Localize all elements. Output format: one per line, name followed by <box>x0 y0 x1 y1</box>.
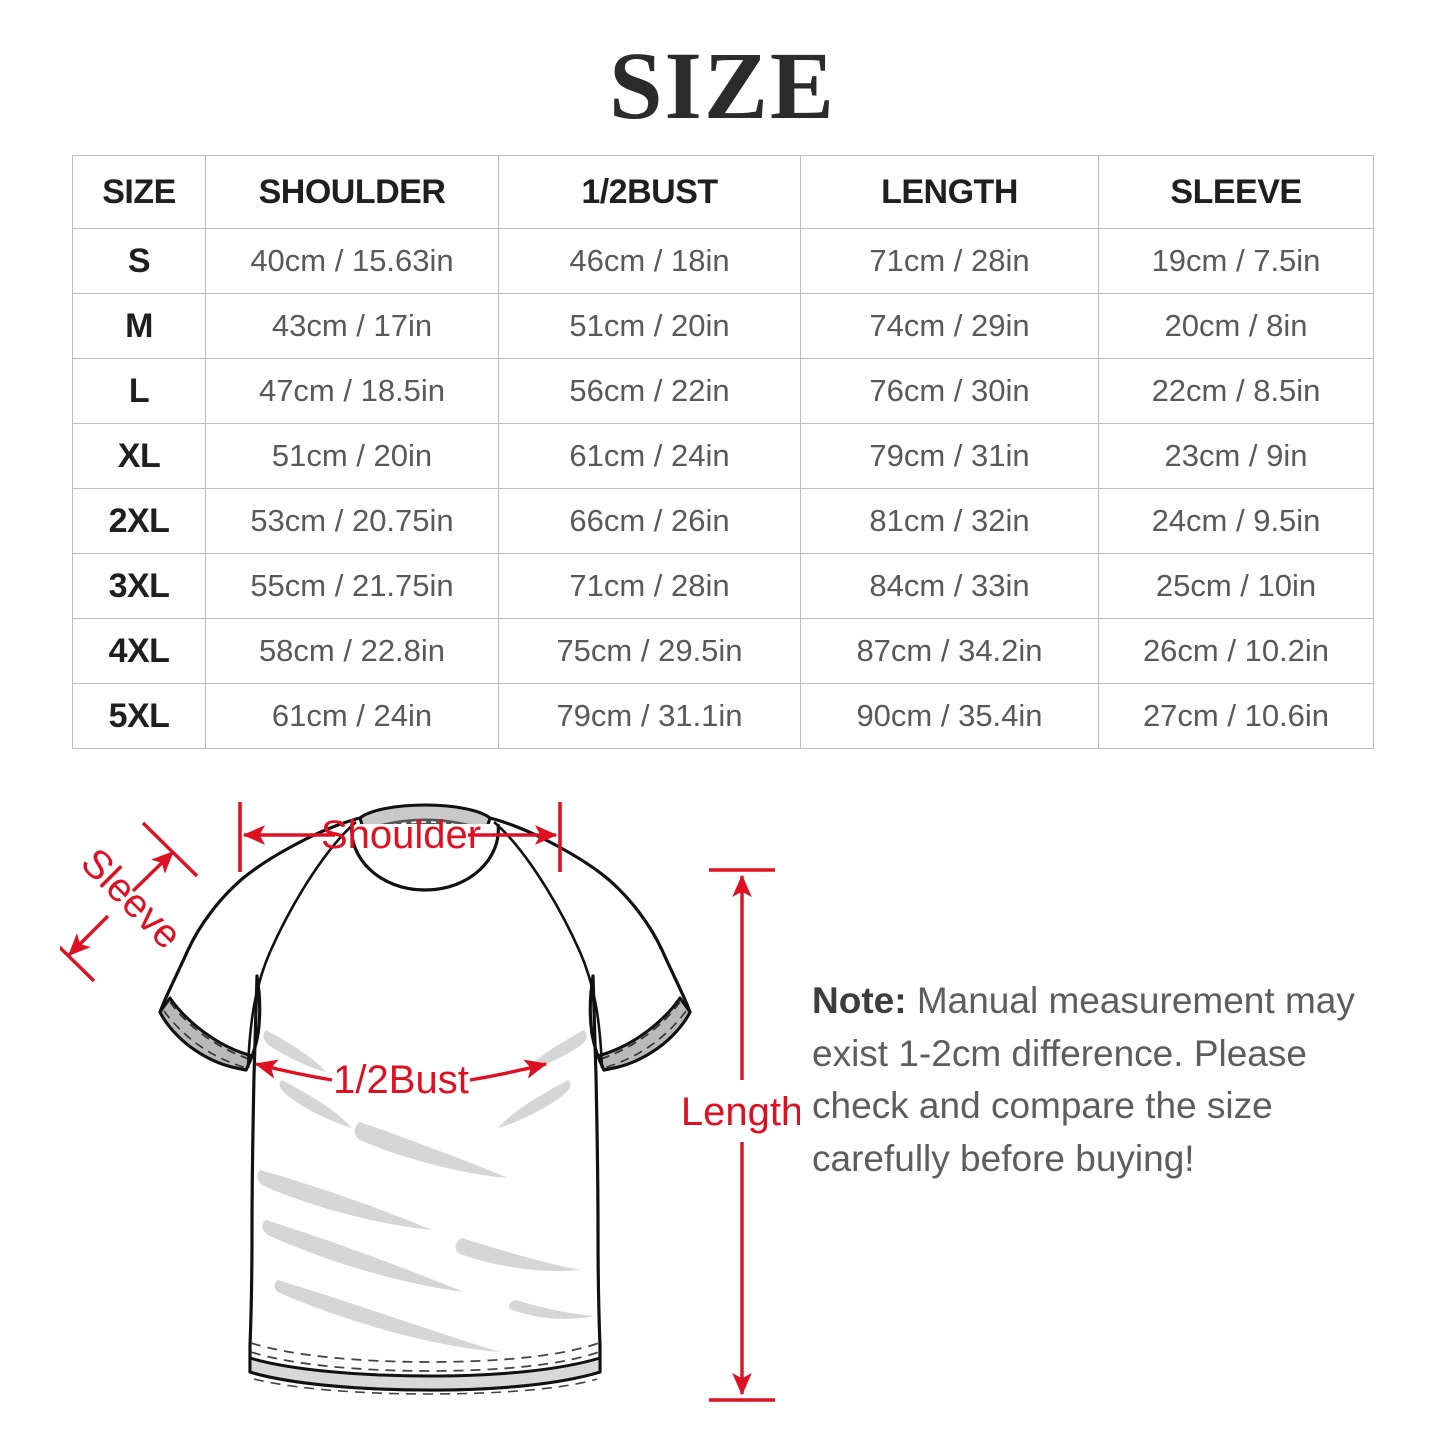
cell-bust: 46cm / 18in <box>498 228 801 294</box>
bust-annotation: 1/2Bust <box>254 1058 548 1102</box>
cell-bust: 79cm / 31.1in <box>498 683 801 749</box>
hem-stitch-lower <box>253 1378 598 1395</box>
hem-stitch-mid <box>250 1342 600 1363</box>
cell-bust: 56cm / 22in <box>498 358 801 424</box>
cell-length: 81cm / 32in <box>800 488 1099 554</box>
shoulder-annotation: Shoulder <box>238 802 562 872</box>
bottom-hem <box>248 1356 602 1392</box>
sleeve-cap-bottom <box>60 945 96 983</box>
column-header-size: SIZE <box>72 155 206 229</box>
tshirt-outline <box>158 816 692 1392</box>
table-row: M 43cm / 17in 51cm / 20in 74cm / 29in 20… <box>72 293 1374 359</box>
neck-rib <box>350 823 500 892</box>
page-title: SIZE <box>609 32 836 139</box>
cell-size: 3XL <box>72 553 206 619</box>
cell-shoulder: 58cm / 22.8in <box>205 618 499 684</box>
fabric-shading <box>257 1030 594 1352</box>
table-row: XL 51cm / 20in 61cm / 24in 79cm / 31in 2… <box>72 423 1374 489</box>
left-shoulder-seam <box>246 821 357 1069</box>
note-text: Manual measurement may exist 1-2cm diffe… <box>812 980 1355 1179</box>
shoulder-label: Shoulder <box>321 813 481 857</box>
size-table: SIZE SHOULDER 1/2BUST LENGTH SLEEVE S 40… <box>72 155 1374 749</box>
cell-size: S <box>72 228 206 294</box>
cell-bust: 71cm / 28in <box>498 553 801 619</box>
left-cuff-stitch-2 <box>163 1010 247 1069</box>
length-label: Length <box>681 1090 800 1134</box>
table-row: 3XL 55cm / 21.75in 71cm / 28in 84cm / 33… <box>72 553 1374 619</box>
column-header-length: LENGTH <box>800 155 1099 229</box>
cell-shoulder: 61cm / 24in <box>205 683 499 749</box>
table-row: S 40cm / 15.63in 46cm / 18in 71cm / 28in… <box>72 228 1374 294</box>
tshirt-body-group <box>158 803 692 1395</box>
cell-shoulder: 51cm / 20in <box>205 423 499 489</box>
left-cuff-stitch <box>169 1001 253 1061</box>
sleeve-cap-top <box>141 821 199 878</box>
note-block: Note: Manual measurement may exist 1-2cm… <box>812 975 1392 1185</box>
sleeve-label: Sleeve <box>72 840 190 958</box>
sleeve-arrow-down <box>67 914 110 957</box>
cell-length: 90cm / 35.4in <box>800 683 1099 749</box>
hem-stitch-upper <box>250 1351 600 1372</box>
cell-length: 79cm / 31in <box>800 423 1099 489</box>
cell-length: 74cm / 29in <box>800 293 1099 359</box>
cell-sleeve: 22cm / 8.5in <box>1098 358 1374 424</box>
right-cuff-stitch-2 <box>603 1010 687 1069</box>
cell-size: XL <box>72 423 206 489</box>
cell-sleeve: 20cm / 8in <box>1098 293 1374 359</box>
table-row: 5XL 61cm / 24in 79cm / 31.1in 90cm / 35.… <box>72 683 1374 749</box>
cell-length: 84cm / 33in <box>800 553 1099 619</box>
cell-length: 87cm / 34.2in <box>800 618 1099 684</box>
tshirt-illustration: Shoulder Sleeve 1/2Bust <box>60 802 800 1402</box>
note-label: Note: <box>812 980 907 1021</box>
table-row: 4XL 58cm / 22.8in 75cm / 29.5in 87cm / 3… <box>72 618 1374 684</box>
cell-size: 2XL <box>72 488 206 554</box>
table-header-row: SIZE SHOULDER 1/2BUST LENGTH SLEEVE <box>72 155 1374 229</box>
bust-arrow-left <box>254 1059 333 1082</box>
cell-sleeve: 26cm / 10.2in <box>1098 618 1374 684</box>
cell-bust: 61cm / 24in <box>498 423 801 489</box>
cell-sleeve: 27cm / 10.6in <box>1098 683 1374 749</box>
column-header-shoulder: SHOULDER <box>205 155 499 229</box>
cell-sleeve: 25cm / 10in <box>1098 553 1374 619</box>
cell-shoulder: 53cm / 20.75in <box>205 488 499 554</box>
cell-bust: 51cm / 20in <box>498 293 801 359</box>
length-annotation: Length <box>681 868 800 1402</box>
cell-shoulder: 55cm / 21.75in <box>205 553 499 619</box>
table-row: L 47cm / 18.5in 56cm / 22in 76cm / 30in … <box>72 358 1374 424</box>
cell-size: L <box>72 358 206 424</box>
bust-arrow-right <box>469 1059 548 1082</box>
sleeve-arrow-up <box>131 850 175 893</box>
sleeve-annotation: Sleeve <box>60 821 199 983</box>
cell-size: 4XL <box>72 618 206 684</box>
cell-bust: 75cm / 29.5in <box>498 618 801 684</box>
cell-sleeve: 24cm / 9.5in <box>1098 488 1374 554</box>
cell-bust: 66cm / 26in <box>498 488 801 554</box>
column-header-bust: 1/2BUST <box>498 155 801 229</box>
table-row: 2XL 53cm / 20.75in 66cm / 26in 81cm / 32… <box>72 488 1374 554</box>
right-shoulder-seam <box>493 821 604 1069</box>
column-header-sleeve: SLEEVE <box>1098 155 1374 229</box>
cell-shoulder: 47cm / 18.5in <box>205 358 499 424</box>
cell-sleeve: 19cm / 7.5in <box>1098 228 1374 294</box>
cell-shoulder: 43cm / 17in <box>205 293 499 359</box>
right-cuff-stitch <box>597 1001 681 1061</box>
tshirt-measurement-diagram: Shoulder Sleeve 1/2Bust <box>0 770 1445 1445</box>
cell-length: 76cm / 30in <box>800 358 1099 424</box>
cell-size: M <box>72 293 206 359</box>
cell-sleeve: 23cm / 9in <box>1098 423 1374 489</box>
cell-shoulder: 40cm / 15.63in <box>205 228 499 294</box>
cell-length: 71cm / 28in <box>800 228 1099 294</box>
bust-label: 1/2Bust <box>333 1058 469 1102</box>
cell-size: 5XL <box>72 683 206 749</box>
